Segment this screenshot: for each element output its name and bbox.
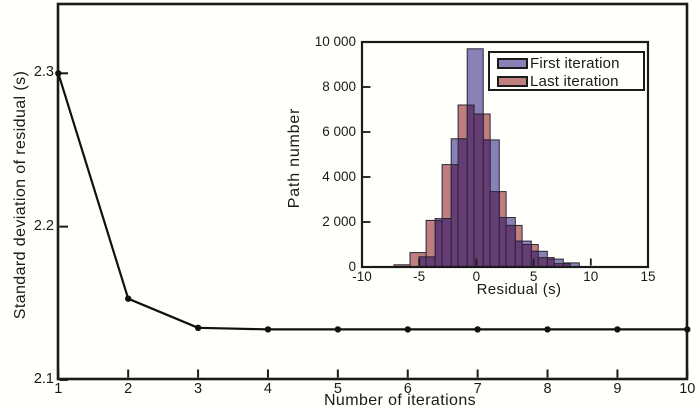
data-point <box>334 326 342 333</box>
legend-box: First iteration Last iteration <box>488 51 645 91</box>
main-plot-frame <box>56 2 689 381</box>
histogram-overlap-region <box>425 256 436 268</box>
main-x-tick-label: 4 <box>263 381 272 397</box>
main-x-tick-label: 1 <box>54 381 63 397</box>
data-point <box>264 326 272 333</box>
main-y-axis-label: Standard deviation of residual (s) <box>12 70 29 320</box>
data-point <box>684 326 691 333</box>
inset-x-tick-label: 15 <box>640 269 656 284</box>
main-y-tick-label: 2.3 <box>33 64 54 81</box>
legend-label-last-iteration: Last iteration <box>530 72 619 90</box>
histogram-overlap-region <box>546 258 555 268</box>
histogram-overlap-region <box>482 139 491 268</box>
inset-x-tick-label: -5 <box>413 269 426 284</box>
inset-y-tick-label: 10 000 <box>314 34 356 49</box>
inset-y-axis-label: Path number <box>286 107 303 209</box>
inset-plot-frame <box>360 40 650 269</box>
histogram-overlap-region <box>457 138 468 268</box>
main-x-tick-label: 8 <box>543 381 552 397</box>
main-x-tick-label: 9 <box>613 381 622 397</box>
main-x-axis-label: Number of iterations <box>323 392 477 409</box>
data-point <box>614 326 621 333</box>
inset-x-axis-label: Residual (s) <box>476 281 562 298</box>
histogram-overlap-region <box>441 218 452 268</box>
histogram-overlap-region <box>418 256 427 268</box>
main-x-tick-label: 7 <box>473 381 482 397</box>
histogram-overlap-region <box>466 104 475 268</box>
inset-y-tick-label: 8 000 <box>322 79 356 94</box>
main-x-tick-label: 5 <box>333 381 342 397</box>
inset-y-tick-label: 0 <box>348 259 356 274</box>
histogram-overlap-region <box>498 217 507 268</box>
histogram-overlap-region <box>450 164 459 268</box>
histogram-overlap-region <box>530 250 539 268</box>
histogram-overlap-region <box>537 257 548 268</box>
inset-y-tick-label: 4 000 <box>322 169 356 184</box>
histogram-overlap-region <box>473 113 484 268</box>
main-x-tick-label: 6 <box>403 381 412 397</box>
legend-label-first-iteration: First iteration <box>530 54 620 72</box>
main-y-tick-label: 2.1 <box>33 370 54 387</box>
main-x-tick-label: 10 <box>679 381 696 397</box>
legend-swatch-first-iteration <box>497 57 528 69</box>
data-point <box>55 70 62 77</box>
legend-row: First iteration <box>490 55 643 71</box>
line-series <box>57 72 688 331</box>
inset-x-tick-label: 5 <box>529 269 538 284</box>
data-point <box>194 324 202 331</box>
main-y-tick-label: 2.2 <box>33 217 54 234</box>
inset-x-tick-label: -10 <box>352 269 372 284</box>
inset-x-tick-label: 10 <box>583 269 599 284</box>
legend-row: Last iteration <box>490 73 643 89</box>
main-x-tick-label: 3 <box>194 381 203 397</box>
inset-x-tick-label: 0 <box>472 269 481 284</box>
histogram-overlap-region <box>434 219 443 268</box>
data-point <box>544 326 551 333</box>
histogram-overlap-region <box>489 191 500 268</box>
histogram-overlap-region <box>505 224 516 268</box>
main-x-tick-label: 2 <box>124 381 133 397</box>
data-point <box>474 326 481 333</box>
histogram-overlap-region <box>514 240 523 268</box>
histogram-overlap-region <box>521 244 532 268</box>
data-point <box>404 326 411 333</box>
legend-swatch-last-iteration <box>497 75 528 87</box>
data-point <box>125 295 132 302</box>
inset-y-tick-label: 6 000 <box>322 124 356 139</box>
inset-y-tick-label: 2 000 <box>322 214 356 229</box>
